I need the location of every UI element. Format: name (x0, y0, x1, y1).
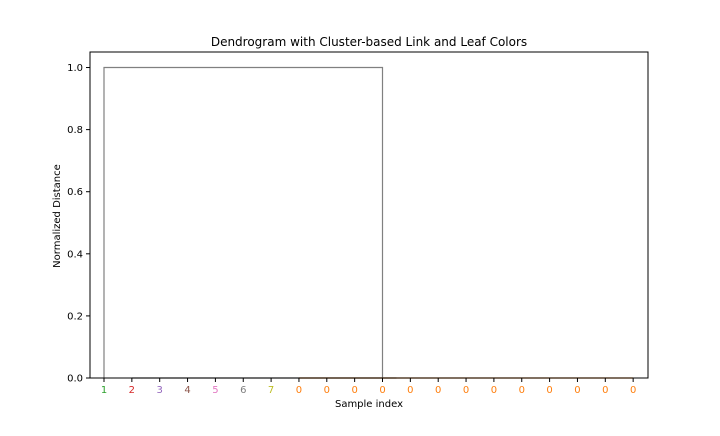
x-axis-leaf-labels: 1 2 3 4 5 6 7 0 0 0 0 0 0 0 0 0 0 0 0 0 (101, 378, 636, 396)
leaf-label: 6 (240, 385, 246, 396)
plot-frame (89, 51, 649, 379)
chart-title: Dendrogram with Cluster-based Link and L… (211, 35, 527, 49)
leaf-label: 0 (602, 385, 608, 396)
y-tick-label: 0.4 (67, 249, 83, 260)
y-tick-label: 0.6 (67, 187, 83, 198)
dendrogram-link (103, 66, 384, 378)
leaf-label: 0 (407, 385, 413, 396)
leaf-label: 1 (101, 385, 107, 396)
x-axis-label: Sample index (335, 399, 403, 410)
leaf-label: 0 (324, 385, 330, 396)
y-tick-label: 0.8 (67, 125, 83, 136)
leaf-label: 0 (630, 385, 636, 396)
leaf-label: 0 (296, 385, 302, 396)
leaf-label: 0 (351, 385, 357, 396)
leaf-label: 0 (491, 385, 497, 396)
leaf-label: 0 (546, 385, 552, 396)
y-axis-label: Normalized Distance (52, 164, 63, 268)
leaf-label: 0 (435, 385, 441, 396)
leaf-label: 2 (129, 385, 135, 396)
leaf-label: 4 (184, 385, 190, 396)
leaf-label: 5 (212, 385, 218, 396)
y-tick-label: 0.0 (67, 374, 83, 385)
y-tick-label: 1.0 (67, 63, 83, 74)
y-tick-label: 0.2 (67, 311, 83, 322)
leaf-label: 7 (268, 385, 274, 396)
y-axis-ticks: 0.0 0.2 0.4 0.6 0.8 1.0 (67, 63, 90, 385)
dendrogram-links (103, 66, 634, 379)
leaf-label: 3 (157, 385, 163, 396)
leaf-label: 0 (379, 385, 385, 396)
leaf-label: 0 (574, 385, 580, 396)
leaf-label: 0 (519, 385, 525, 396)
leaf-label: 0 (463, 385, 469, 396)
